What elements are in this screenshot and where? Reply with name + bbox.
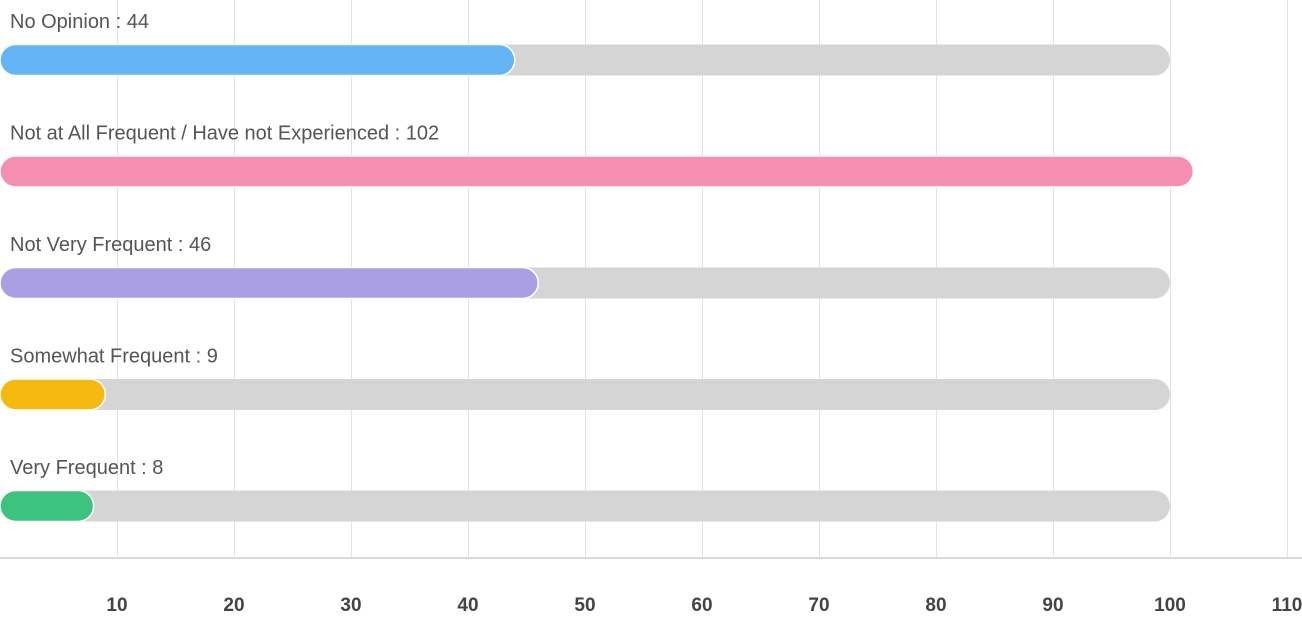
x-tick-label: 80 xyxy=(925,595,946,616)
bars: No Opinion : 44 Not at All Frequent / Hav… xyxy=(0,11,1195,523)
x-tick-label: 90 xyxy=(1042,595,1063,616)
bar-category: No Opinion xyxy=(10,11,110,33)
bar-label-separator: : xyxy=(389,123,406,145)
bar[interactable] xyxy=(0,266,539,300)
bar-row: Not at All Frequent / Have not Experienc… xyxy=(0,123,1195,188)
bar-category: Somewhat Frequent xyxy=(10,346,191,368)
x-tick-label: 60 xyxy=(691,595,712,616)
x-tick-label: 20 xyxy=(223,595,244,616)
bar-category: Not at All Frequent / Have not Experienc… xyxy=(10,123,389,145)
bar-row: Very Frequent : 8 xyxy=(0,457,1170,523)
bar-label: Not Very Frequent : 46 xyxy=(10,234,211,256)
bar-label: No Opinion : 44 xyxy=(10,11,149,33)
bar-label-separator: : xyxy=(110,11,127,33)
bar[interactable] xyxy=(0,43,516,77)
x-tick-label: 110 xyxy=(1272,595,1302,616)
x-tick-label: 70 xyxy=(808,595,829,616)
bar-row: Somewhat Frequent : 9 xyxy=(0,346,1170,411)
bar-label-separator: : xyxy=(172,234,189,256)
bar-label: Very Frequent : 8 xyxy=(10,457,163,479)
bar[interactable] xyxy=(0,489,95,523)
bar-label: Not at All Frequent / Have not Experienc… xyxy=(10,123,439,145)
bar-value: 44 xyxy=(127,11,149,33)
bar-category: Not Very Frequent xyxy=(10,234,173,256)
bar-label: Somewhat Frequent : 9 xyxy=(10,346,218,368)
bar-label-separator: : xyxy=(190,346,207,368)
x-tick-label: 10 xyxy=(106,595,127,616)
bar-track xyxy=(0,379,1170,410)
bar-value: 46 xyxy=(189,234,211,256)
bar-track xyxy=(0,490,1170,522)
bar[interactable] xyxy=(0,378,107,411)
x-tick-label: 100 xyxy=(1154,595,1186,616)
bar-row: Not Very Frequent : 46 xyxy=(0,234,1170,300)
bar-value: 102 xyxy=(406,123,439,145)
bar-row: No Opinion : 44 xyxy=(0,11,1170,77)
x-axis: 10 20 30 40 50 60 70 80 90 100 110 xyxy=(0,557,1302,616)
x-tick-label: 40 xyxy=(457,595,478,616)
bar-value: 9 xyxy=(207,346,218,368)
bar-label-separator: : xyxy=(136,457,153,479)
bar-category: Very Frequent xyxy=(10,457,136,479)
bar[interactable] xyxy=(0,155,1195,188)
bar-value: 8 xyxy=(152,457,163,479)
x-tick-label: 50 xyxy=(574,595,595,616)
x-tick-label: 30 xyxy=(340,595,361,616)
